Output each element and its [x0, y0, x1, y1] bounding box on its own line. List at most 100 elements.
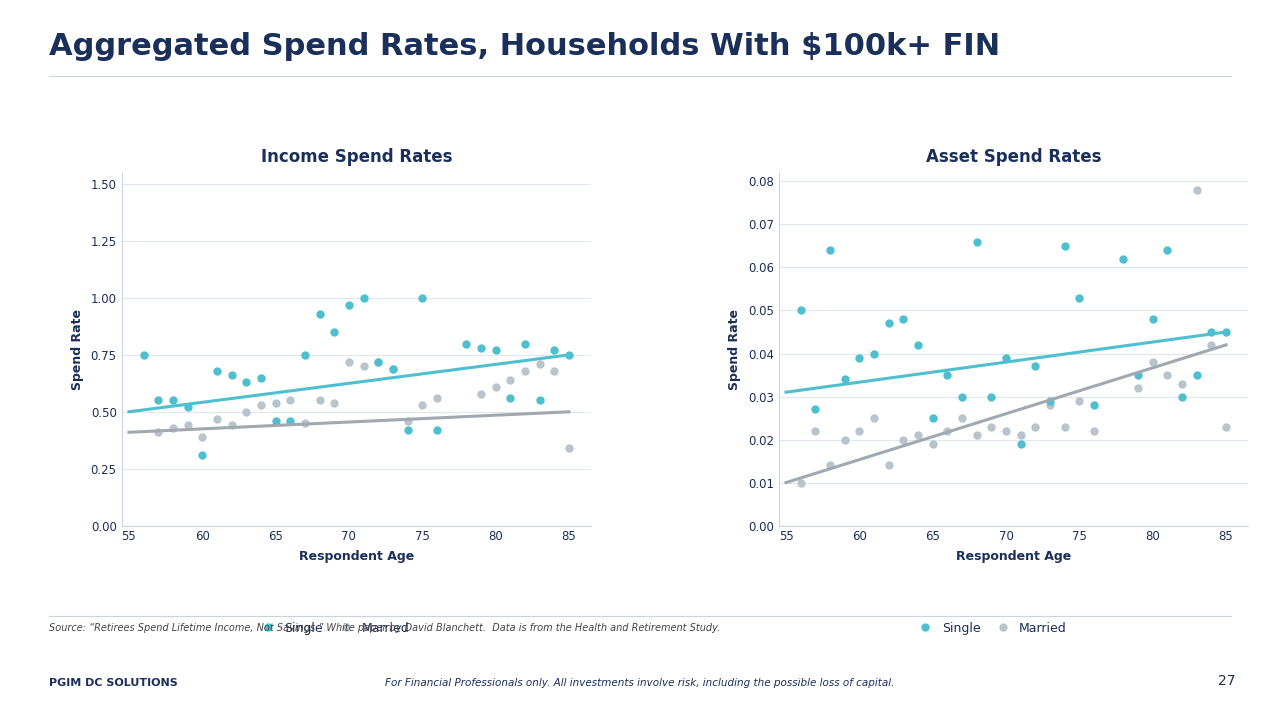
Point [835, 374, 855, 385]
Point [339, 299, 360, 310]
Point [544, 345, 564, 356]
Point [819, 245, 840, 256]
Point [133, 349, 154, 361]
Text: 27: 27 [1217, 674, 1235, 688]
Point [1201, 326, 1221, 338]
Point [996, 426, 1016, 437]
Text: PGIM DC SOLUTIONS: PGIM DC SOLUTIONS [49, 678, 178, 688]
Point [251, 372, 271, 384]
Point [805, 404, 826, 415]
Point [1216, 326, 1236, 338]
Point [280, 415, 301, 427]
Point [908, 339, 928, 351]
Point [835, 433, 855, 445]
Point [236, 377, 256, 388]
Point [192, 449, 212, 461]
Point [1114, 253, 1134, 265]
Point [1143, 313, 1164, 325]
Point [206, 365, 227, 377]
Point [849, 426, 869, 437]
Point [791, 305, 812, 316]
Point [544, 365, 564, 377]
Point [1128, 382, 1148, 394]
Point [412, 399, 433, 410]
Point [558, 443, 579, 454]
Point [1069, 395, 1089, 407]
Point [952, 413, 973, 424]
Point [500, 374, 521, 386]
Point [893, 313, 914, 325]
Point [485, 345, 506, 356]
Point [192, 431, 212, 443]
Point [294, 349, 315, 361]
Point [426, 392, 447, 404]
Point [221, 420, 242, 431]
Point [339, 356, 360, 367]
Point [1010, 430, 1030, 441]
Text: Aggregated Spend Rates, Households With $100k+ FIN: Aggregated Spend Rates, Households With … [49, 32, 1000, 61]
Point [1039, 400, 1060, 411]
Point [1201, 339, 1221, 351]
Text: Source: “Retirees Spend Lifetime Income, Not Savings.” White paper by David Blan: Source: “Retirees Spend Lifetime Income,… [49, 623, 719, 633]
Point [265, 397, 285, 408]
Point [996, 352, 1016, 364]
Point [1171, 378, 1192, 390]
Point [1157, 369, 1178, 381]
Point [397, 424, 417, 436]
Point [500, 392, 521, 404]
Point [294, 418, 315, 429]
X-axis label: Respondent Age: Respondent Age [298, 550, 413, 564]
Point [1025, 421, 1046, 433]
Point [280, 395, 301, 406]
Point [530, 395, 550, 406]
Point [819, 459, 840, 471]
Point [221, 369, 242, 381]
Point [952, 391, 973, 402]
Point [310, 308, 330, 320]
Point [1216, 421, 1236, 433]
Point [864, 348, 884, 359]
Point [485, 381, 506, 392]
Point [178, 420, 198, 431]
Point [163, 422, 183, 433]
Point [148, 426, 169, 438]
Point [937, 426, 957, 437]
Point [530, 359, 550, 370]
Point [265, 415, 285, 427]
Legend: Single, Married: Single, Married [251, 616, 415, 639]
Point [923, 438, 943, 449]
Point [1025, 361, 1046, 372]
X-axis label: Respondent Age: Respondent Age [956, 550, 1071, 564]
Point [937, 369, 957, 381]
Point [471, 342, 492, 354]
Point [206, 413, 227, 424]
Point [1187, 184, 1207, 196]
Point [849, 352, 869, 364]
Point [1055, 240, 1075, 252]
Point [1084, 426, 1105, 437]
Point [966, 236, 987, 248]
Point [1143, 356, 1164, 368]
Point [383, 363, 403, 374]
Point [966, 430, 987, 441]
Point [456, 338, 476, 349]
Point [1010, 438, 1030, 449]
Point [324, 326, 344, 338]
Point [515, 365, 535, 377]
Point [908, 430, 928, 441]
Point [310, 395, 330, 406]
Point [412, 292, 433, 304]
Point [236, 406, 256, 418]
Point [893, 433, 914, 445]
Point [791, 477, 812, 488]
Point [923, 413, 943, 424]
Point [864, 413, 884, 424]
Point [805, 426, 826, 437]
Point [471, 388, 492, 400]
Legend: Single, Married: Single, Married [908, 616, 1071, 639]
Point [980, 391, 1001, 402]
Point [353, 361, 374, 372]
Point [353, 292, 374, 304]
Point [878, 459, 899, 471]
Point [515, 338, 535, 349]
